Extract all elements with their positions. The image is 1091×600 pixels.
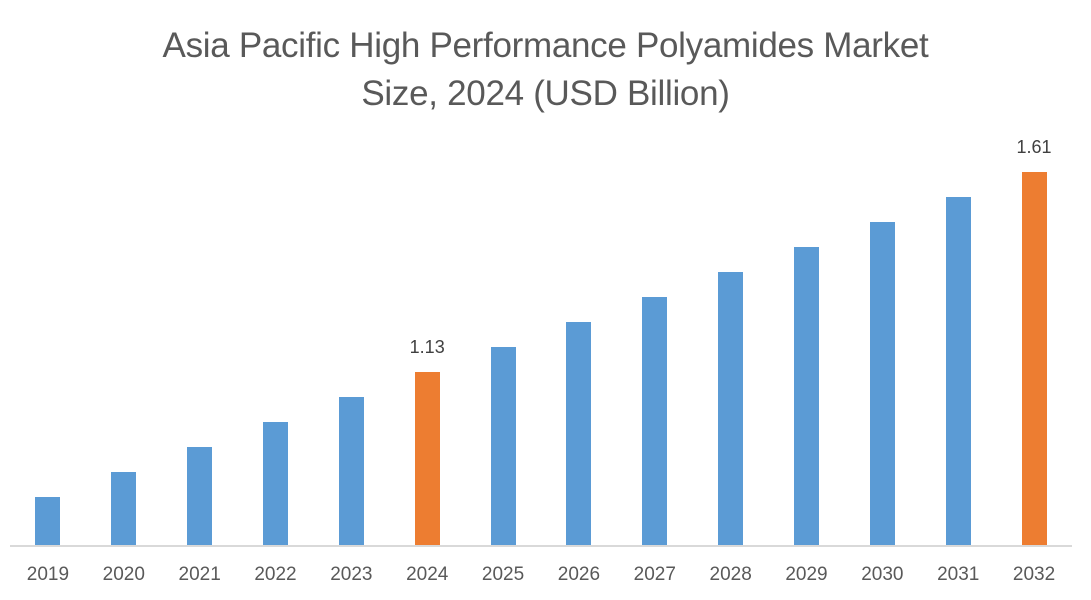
chart-title: Asia Pacific High Performance Polyamides…: [0, 22, 1091, 118]
plot-area: [10, 140, 1072, 546]
bar-2031: [945, 197, 971, 546]
bar-2023: [338, 397, 364, 546]
x-tick-label: 2023: [330, 564, 373, 585]
bar-2022: [263, 422, 288, 546]
chart-title-line-2: Size, 2024 (USD Billion): [361, 74, 730, 113]
bar-2030: [869, 222, 895, 546]
x-tick-label: 2020: [102, 564, 145, 585]
x-tick-label: 2019: [26, 564, 70, 585]
bar-2020: [111, 472, 137, 546]
data-label-2032: 1.61: [1016, 137, 1052, 158]
chart-title-line-1: Asia Pacific High Performance Polyamides…: [162, 26, 929, 65]
x-tick-label: 2025: [481, 564, 525, 585]
x-tick-label: 2028: [709, 564, 752, 585]
bar-2032: [1021, 172, 1047, 546]
bar-2025: [490, 347, 516, 546]
data-label-2024: 1.13: [409, 337, 445, 358]
x-tick-label: 2026: [557, 564, 601, 585]
x-tick-label: 2030: [861, 564, 904, 585]
x-tick-label: 2022: [254, 564, 297, 585]
bar-2024: [414, 372, 440, 546]
x-tick-label: 2029: [785, 564, 828, 585]
x-axis-line: [10, 545, 1072, 547]
x-tick-label: 2027: [633, 564, 676, 585]
bar-2029: [794, 247, 819, 546]
x-tick-label: 2032: [1012, 564, 1056, 585]
bar-2021: [187, 447, 213, 546]
bar-2026: [566, 322, 592, 546]
bar-2027: [642, 297, 668, 546]
bar-2028: [718, 272, 744, 546]
x-tick-label: 2031: [937, 564, 980, 585]
bar-2019: [35, 497, 61, 546]
x-tick-label: 2024: [406, 564, 449, 585]
x-tick-label: 2021: [178, 564, 221, 585]
